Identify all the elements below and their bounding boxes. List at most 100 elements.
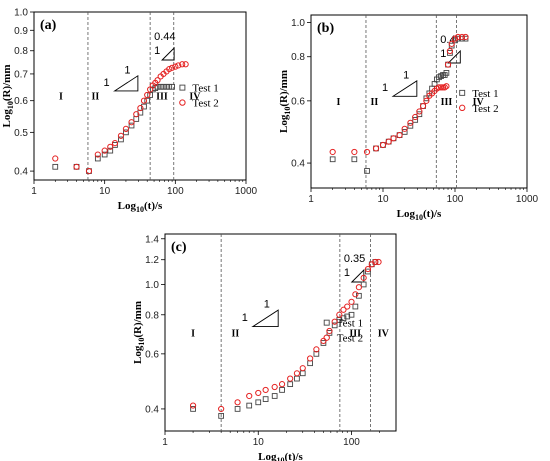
slope-triangle [391, 80, 418, 97]
y-axis-label-part: Log [132, 345, 144, 364]
data-point-test2 [372, 258, 379, 266]
slope-horizontal-label: 1 [264, 299, 270, 311]
data-point-test1 [412, 117, 419, 123]
data-point-test2 [287, 375, 294, 382]
legend-label: Test 1 [192, 83, 218, 95]
data-point-test2 [435, 84, 443, 91]
y-axis-label-part: (R)/mm [1, 65, 13, 102]
data-point-test2 [122, 125, 130, 133]
legend-marker-circle [323, 334, 330, 341]
data-point-test2 [416, 108, 423, 115]
data-point-test1 [313, 351, 320, 357]
data-point-test1 [52, 163, 59, 170]
data-point-test1 [271, 393, 278, 399]
legend-marker-circle [459, 104, 466, 112]
plot-frame [164, 233, 397, 432]
x-tick-label: 100 [167, 186, 184, 197]
data-point-test2 [137, 104, 144, 112]
data-point-test2 [182, 61, 189, 68]
x-tick-label: 1 [162, 437, 168, 448]
slope-annotation-horizontal: 1 [440, 48, 446, 60]
data-point-test2 [439, 84, 447, 91]
x-axis-label-sub: 10 [136, 205, 144, 214]
data-point-test1 [255, 399, 262, 406]
data-point-test2 [73, 163, 80, 170]
y-axis-label-part: (R)/mm [278, 70, 290, 107]
data-point-test2 [140, 97, 148, 104]
region-label: I [191, 328, 195, 339]
data-point-test1 [94, 155, 101, 162]
slope-horizontal-label: 1 [124, 64, 130, 76]
data-point-test1 [160, 83, 167, 90]
data-point-test2 [154, 77, 161, 84]
data-point-test2 [168, 64, 176, 71]
x-tick-label: 10 [253, 437, 265, 448]
data-point-test2 [133, 111, 140, 118]
slope-vertical-label: 1 [103, 77, 109, 89]
data-point-test2 [441, 84, 448, 91]
y-tick-label: 0.6 [145, 349, 159, 360]
x-axis-label-part: (t)/s [285, 451, 304, 461]
data-point-test2 [262, 386, 269, 394]
data-point-test2 [255, 389, 262, 397]
legend-label: Test 1 [472, 88, 498, 100]
data-point-test2 [454, 33, 462, 41]
data-point-test1 [118, 136, 124, 143]
x-axis-label: Log10(t)/s [118, 200, 163, 214]
data-point-test2 [189, 402, 197, 409]
y-tick-label: 1.0 [145, 280, 159, 291]
data-point-test2 [299, 365, 306, 372]
region-label: IV [473, 97, 485, 108]
x-axis-label-part: (t)/s [144, 200, 163, 212]
data-point-test1 [351, 156, 358, 163]
data-point-test2 [218, 405, 225, 413]
y-tick-label: 0.6 [14, 96, 28, 107]
data-point-test1 [364, 168, 370, 174]
data-point-test2 [144, 91, 151, 99]
data-point-test1 [287, 381, 294, 388]
data-point-test1 [218, 413, 224, 419]
data-point-test2 [448, 40, 455, 47]
slope-triangle [113, 74, 139, 92]
data-point-test1 [234, 406, 241, 412]
y-axis-label-part: Log [278, 114, 290, 133]
data-point-test2 [179, 61, 186, 68]
y-tick-label: 0.4 [291, 159, 305, 170]
chart-panel-1: 1 10 100 10000.40.60.81.0Log10(t)/sLog10(R)… [278, 14, 539, 222]
data-point-test1 [443, 70, 450, 76]
data-point-test1 [407, 122, 414, 129]
y-axis-label-part: Log [1, 109, 13, 128]
data-point-test2 [52, 155, 59, 162]
data-point-test2 [85, 167, 93, 175]
data-point-test1 [348, 311, 355, 318]
data-point-test2 [94, 151, 101, 158]
legend-marker-square [323, 319, 330, 326]
data-point-test2 [166, 65, 173, 73]
data-point-test1 [141, 103, 147, 110]
y-axis-label-sub: 10 [137, 338, 146, 346]
slope-annotation-value: 0.44 [154, 31, 175, 43]
data-point-test2 [385, 138, 392, 145]
y-axis-label-part: (R)/mm [132, 301, 144, 338]
data-point-test2 [107, 143, 114, 150]
data-point-test1 [294, 375, 300, 382]
x-tick-label: 1 [308, 194, 314, 205]
plot-frame [33, 11, 247, 181]
data-point-test1 [320, 340, 327, 346]
data-point-test2 [446, 47, 454, 55]
y-tick-label: 1.2 [145, 255, 159, 266]
y-tick-label: 0.4 [145, 404, 159, 415]
data-point-test2 [364, 265, 372, 273]
y-tick-label: 1.0 [291, 18, 305, 29]
data-point-test2 [375, 258, 382, 266]
data-point-test2 [331, 318, 338, 325]
y-tick-label: 0.8 [291, 52, 305, 63]
data-point-test1 [401, 129, 408, 135]
y-tick-label: 0.9 [14, 26, 28, 37]
data-point-test2 [444, 61, 452, 68]
x-axis-label-part: Log [258, 451, 277, 461]
x-tick-label: 10 [99, 186, 111, 197]
legend-marker-square [179, 84, 186, 91]
data-point-test2 [101, 147, 108, 154]
